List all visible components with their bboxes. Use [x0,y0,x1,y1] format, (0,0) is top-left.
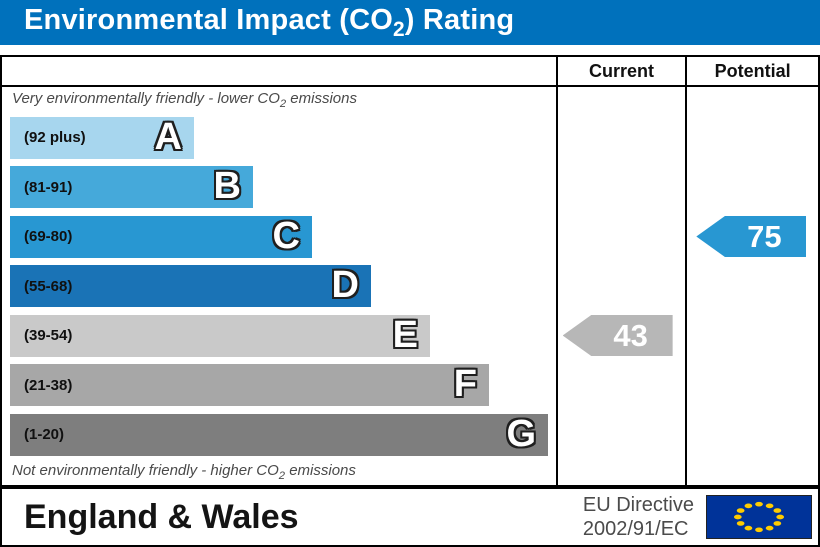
footer-bar: England & Wales EU Directive 2002/91/EC [0,487,820,547]
band-bar-a: (92 plus) A [10,115,194,159]
current-slot-f [558,361,686,411]
current-slot-g [558,410,686,460]
potential-slot-g [687,410,818,460]
current-value: 43 [613,317,648,353]
band-range-label: (21-38) [24,376,73,394]
band-letter: G [506,412,536,455]
chart-title: Environmental Impact (CO2) Rating [24,3,515,41]
current-top-spacer [558,87,686,113]
band-row-b: (81-91) B [2,163,556,213]
title-subscript: 2 [392,17,405,41]
band-bar-e: (39-54) E [10,313,430,357]
band-letter: B [213,165,241,208]
band-row-d: (55-68) D [2,262,556,312]
band-row-g: (1-20) G [2,410,556,460]
band-bar-g: (1-20) G [10,412,548,456]
potential-slot-a [687,113,818,163]
bottom-note-text: Not environmentally friendly - higher CO… [12,462,356,483]
eu-directive-line1: EU Directive [582,494,694,516]
band-letter: A [154,115,182,158]
potential-slot-b [687,163,818,213]
band-letter: D [331,264,359,307]
potential-header: Potential [687,57,818,87]
rating-table: Very environmentally friendly - lower CO… [0,55,820,487]
band-range-label: (69-80) [24,228,73,245]
potential-slot-d [687,262,818,312]
potential-top-spacer [687,87,818,113]
current-header: Current [557,57,686,87]
current-arrow: 43 [562,315,673,356]
band-letter: C [272,214,300,257]
current-slot-b [558,163,686,213]
current-slot-a [558,113,686,163]
top-note-text: Very environmentally friendly - lower CO… [12,90,357,110]
footer-region-label: England & Wales [24,497,299,536]
eu-directive-label: EU Directive 2002/91/EC [583,493,706,541]
band-row-a: (92 plus) A [2,113,556,163]
current-slot-c [558,212,686,262]
bottom-note: Not environmentally friendly - higher CO… [2,460,556,486]
potential-column: Potential 75 [685,57,818,485]
band-range-label: (1-20) [24,426,65,443]
band-bar-c: (69-80) C [10,214,312,258]
current-slot-d [558,262,686,312]
header-empty-cell [2,57,556,87]
band-range-label: (81-91) [24,178,73,196]
current-column: Current 43 [555,57,686,485]
band-bar-d: (55-68) D [10,265,371,307]
band-row-c: (69-80) C [2,212,556,262]
potential-arrow: 75 [696,216,807,257]
potential-slot-e [687,311,818,361]
eu-directive-line2: 2002/91/EC [582,518,689,540]
band-row-f: (21-38) F [2,361,556,411]
band-letter: E [392,313,418,356]
band-range-label: (55-68) [24,277,73,295]
band-row-e: (39-54) E [2,311,556,361]
band-letter: F [453,363,477,406]
bands-column: Very environmentally friendly - lower CO… [2,57,556,485]
band-bar-b: (81-91) B [10,166,253,208]
potential-value: 75 [747,218,782,254]
potential-slot-f [687,361,818,411]
band-range-label: (92 plus) [24,129,86,146]
band-range-label: (39-54) [24,327,73,344]
band-bar-f: (21-38) F [10,364,489,406]
chart-title-bar: Environmental Impact (CO2) Rating [0,0,820,45]
top-note: Very environmentally friendly - lower CO… [2,87,556,113]
potential-slot-c: 75 [687,212,818,262]
eu-flag-icon [706,495,812,539]
title-gap [0,45,820,55]
current-slot-e: 43 [558,311,686,361]
